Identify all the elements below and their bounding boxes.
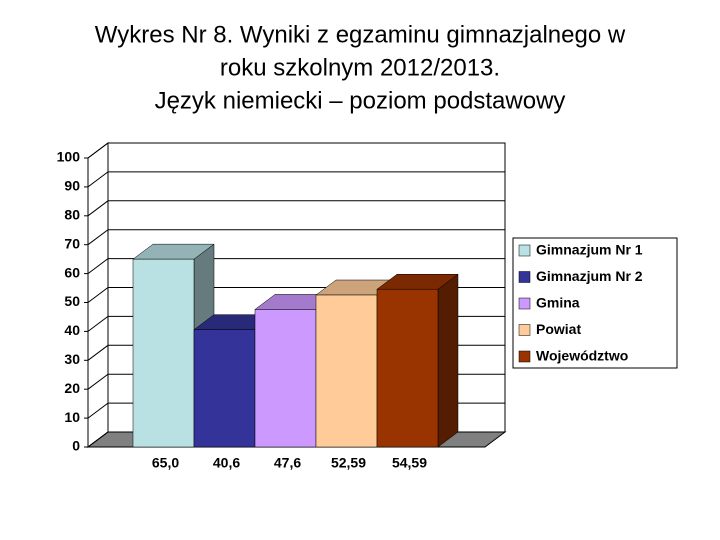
bar <box>193 329 256 448</box>
grid-line <box>87 171 505 188</box>
y-tick-label: 10 <box>64 409 80 425</box>
bar <box>132 258 195 448</box>
y-tick-label: 90 <box>64 178 80 194</box>
grid-line <box>87 200 505 217</box>
y-tick-label: 40 <box>64 322 80 338</box>
legend-label: Gimnazjum Nr 1 <box>536 242 643 258</box>
chart-title: roku szkolnym 2012/2013. <box>220 54 500 81</box>
y-tick-label: 30 <box>64 351 80 367</box>
y-tick-label: 0 <box>72 438 80 454</box>
value-label: 54,59 <box>392 455 427 471</box>
legend-box <box>512 237 678 369</box>
legend-swatch <box>518 271 531 283</box>
bar <box>315 294 378 448</box>
bar <box>254 309 317 448</box>
bar-side <box>437 273 459 448</box>
bar <box>376 288 439 448</box>
grid-line <box>87 142 505 159</box>
value-label: 47,6 <box>274 455 301 471</box>
y-tick-label: 80 <box>64 207 80 223</box>
legend-swatch <box>518 350 531 363</box>
grid-line <box>87 258 505 275</box>
chart-title: Wykres Nr 8. Wyniki z egzaminu gimnazjal… <box>95 21 626 48</box>
chart-title: Język niemiecki – poziom podstawowy <box>155 87 566 114</box>
y-tick-label: 70 <box>64 235 80 251</box>
y-tick-label: 100 <box>57 149 81 165</box>
y-tick-label: 20 <box>64 380 80 396</box>
legend-swatch <box>518 297 531 310</box>
legend-label: Gmina <box>536 295 580 311</box>
legend-swatch <box>518 324 531 336</box>
grid-line <box>87 229 505 246</box>
y-tick-label: 60 <box>64 264 80 280</box>
y-tick-label: 50 <box>64 293 80 309</box>
legend-swatch <box>518 244 531 257</box>
value-label: 52,59 <box>331 455 366 471</box>
value-label: 40,6 <box>213 455 240 471</box>
legend-label: Powiat <box>536 321 581 337</box>
value-label: 65,0 <box>152 455 179 471</box>
legend-label: Gimnazjum Nr 2 <box>536 268 643 284</box>
legend-label: Województwo <box>536 348 628 364</box>
